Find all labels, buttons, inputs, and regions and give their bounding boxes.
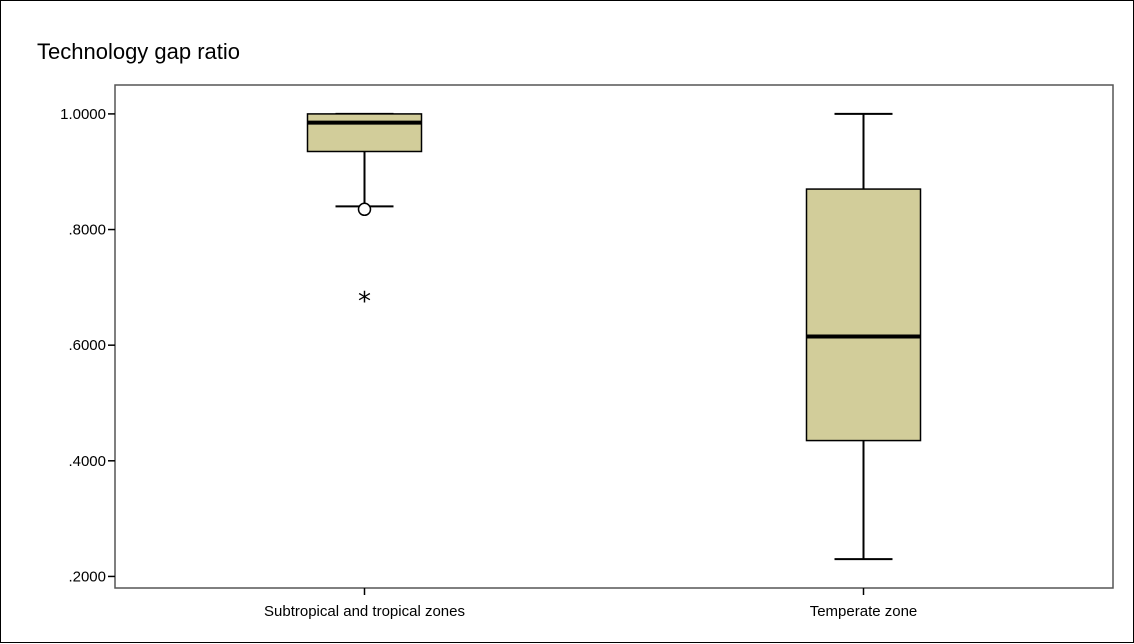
box-group	[805, 112, 922, 561]
x-category-label: Subtropical and tropical zones	[264, 603, 465, 620]
box-iqr	[306, 113, 423, 153]
x-category-label: Temperate zone	[810, 603, 918, 620]
x-axis: Subtropical and tropical zones Temperate …	[264, 588, 917, 620]
box-iqr	[805, 188, 922, 442]
plot-area	[114, 84, 1114, 589]
y-tick-label: 1.0000	[60, 106, 106, 123]
y-axis-title: Technology gap ratio	[37, 39, 240, 64]
boxes: *	[306, 112, 922, 561]
y-tick-label: .6000	[68, 337, 106, 354]
y-tick-label: .4000	[68, 453, 106, 470]
y-tick-label: .2000	[68, 568, 106, 585]
y-axis: 1.0000 .8000 .6000 .4000 .2000	[60, 106, 115, 585]
extreme-outlier-point: *	[358, 287, 371, 317]
outlier-point	[357, 202, 372, 217]
y-tick-label: .8000	[68, 222, 106, 239]
box-group: *	[306, 112, 423, 317]
